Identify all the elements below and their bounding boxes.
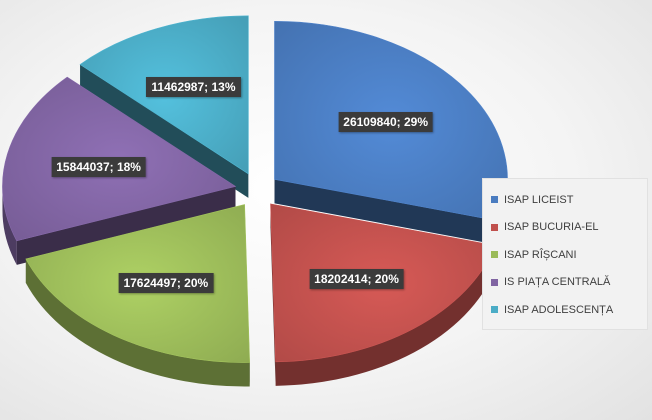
legend-label: ISAP LICEIST: [504, 193, 574, 206]
slice-side-wall: [16, 186, 236, 265]
legend-label: ISAP ADOLESCENȚA: [504, 303, 614, 316]
slice-outer-wall: [275, 245, 496, 386]
legend-item: IS PIAȚA CENTRALĂ: [491, 269, 639, 297]
legend-item: ISAP ADOLESCENȚA: [491, 296, 639, 324]
slice-side-wall: [80, 64, 249, 198]
legend-label: ISAP RÎȘCANI: [504, 248, 577, 261]
data-label: 17624497; 20%: [118, 272, 214, 293]
data-label: 18202414; 20%: [309, 268, 404, 289]
legend-swatch: [491, 196, 498, 204]
legend: ISAP LICEIST ISAP BUCURIA-EL ISAP RÎȘCAN…: [482, 178, 648, 330]
legend-item: ISAP BUCURIA-EL: [491, 214, 639, 242]
legend-swatch: [491, 223, 498, 231]
legend-item: ISAP RÎȘCANI: [491, 241, 639, 269]
legend-label: ISAP BUCURIA-EL: [504, 221, 599, 234]
slice-side-wall: [274, 179, 500, 246]
legend-swatch: [491, 306, 498, 314]
legend-swatch: [491, 278, 498, 286]
data-label: 26109840; 29%: [338, 111, 434, 132]
legend-label: IS PIAȚA CENTRALĂ: [504, 276, 611, 289]
data-label: 15844037; 18%: [51, 157, 146, 177]
slice-outer-wall: [25, 258, 250, 387]
legend-swatch: [491, 251, 498, 259]
legend-item: ISAP LICEIST: [491, 186, 639, 214]
data-label: 11462987; 13%: [146, 76, 241, 97]
